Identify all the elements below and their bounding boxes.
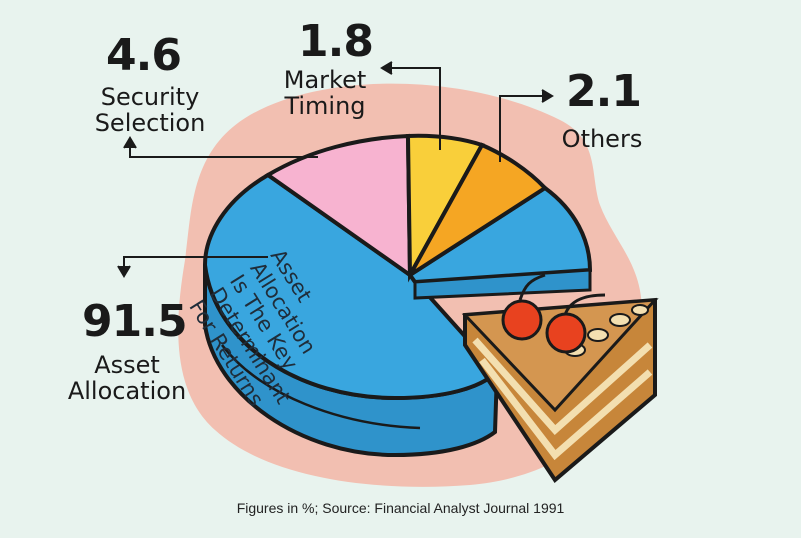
security-selection-label: Security Selection (94, 83, 206, 138)
cake-slice (461, 273, 659, 483)
cherry-1 (501, 299, 543, 341)
leader-lines (117, 61, 554, 278)
source-footnote: Figures in %; Source: Financial Analyst … (236, 500, 565, 516)
pie-cut-edge (413, 268, 592, 300)
slice-others (408, 142, 549, 277)
others-value: 2.1 (566, 66, 642, 117)
security-selection-value: 4.6 (106, 30, 182, 81)
market-timing-value: 1.8 (298, 16, 374, 67)
pie-side-rim (221, 344, 421, 430)
cherry-2 (545, 312, 587, 354)
slice-asset-allocation (202, 172, 500, 401)
asset-allocation-label: Asset Allocation (67, 351, 187, 406)
asset-allocation-value: 91.5 (82, 296, 188, 347)
slice-security-selection (264, 133, 413, 279)
others-label: Others (561, 125, 643, 153)
market-timing-label: Market Timing (283, 66, 367, 121)
